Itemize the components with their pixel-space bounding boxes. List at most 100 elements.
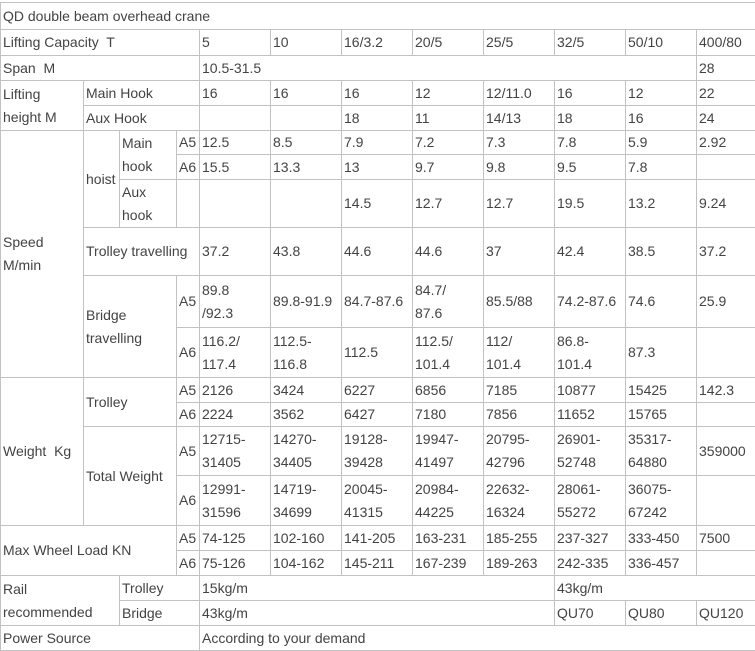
label-a6: A6 [176, 402, 200, 427]
label-hoist: hoist [83, 130, 120, 228]
table-cell: 145-211 [341, 550, 413, 576]
table-cell: 86.8- 101.4 [554, 327, 626, 378]
row-speed-bridge-a6: A6 116.2/ 117.4 112.5- 116.8 112.5 112.5… [1, 327, 755, 378]
table-cell: 22632- 16324 [483, 475, 555, 526]
table-cell: 20795- 42796 [483, 426, 555, 476]
table-cell: 12.5 [199, 130, 271, 155]
row-rail-trolley: Rail recommended Trolley 15kg/m 43kg/m [0, 575, 755, 626]
row-weight-trolley-a5: Weight Kg Trolley A5 2126 3424 6227 6856… [0, 377, 755, 526]
label-a6: A6 [176, 327, 200, 378]
label-weight: Weight Kg [0, 377, 84, 526]
table-cell: 10.5-31.5 [199, 55, 697, 81]
row-max-wheel-a5: Max Wheel Load KN A5 74-125 102-160 141-… [0, 525, 755, 576]
table-cell: 7856 [483, 402, 555, 427]
table-cell: 84.7-87.6 [341, 275, 413, 328]
table-cell: 7.8 [625, 154, 697, 180]
table-cell: 14270- 34405 [270, 426, 342, 476]
table-cell: 104-162 [270, 550, 342, 576]
label-main-hook: Main Hook [83, 80, 200, 106]
title-row: QD double beam overhead crane [0, 2, 755, 30]
table-cell: 89.8 /92.3 [199, 275, 271, 328]
table-cell: 16 [270, 80, 342, 106]
table-cell: 89.8-91.9 [270, 275, 342, 328]
table-cell: 37.2 [695, 227, 755, 276]
table-cell: 112.5/ 101.4 [412, 327, 484, 378]
table-cell: 16 [199, 80, 271, 106]
table-cell: 12 [412, 80, 484, 106]
label-bridge-travelling: Bridge travelling [83, 275, 177, 378]
table-cell: 74.6 [625, 275, 697, 328]
table-cell: 28 [695, 55, 755, 81]
table-cell: 44.6 [341, 227, 413, 276]
table-cell: 12.7 [483, 179, 555, 228]
table-cell: 7.2 [412, 130, 484, 155]
row-rail-bridge: Bridge 43kg/m QU70 QU80 QU120 [1, 600, 755, 626]
table-cell: 237-327 [554, 525, 626, 551]
table-cell: 44.6 [412, 227, 484, 276]
table-cell: 37.2 [199, 227, 271, 276]
label-a5: A5 [176, 130, 200, 155]
table-cell: 12991- 31596 [199, 475, 271, 526]
row-lifting-height-main-hook: Lifting height M Main Hook 16 16 16 12 1… [0, 80, 755, 131]
label-a5: A5 [176, 525, 200, 551]
label-power-source: Power Source [0, 625, 200, 651]
table-cell: 42.4 [554, 227, 626, 276]
table-cell: 10877 [554, 377, 626, 403]
table-cell: 142.3 [695, 377, 755, 403]
table-cell: 7.8 [554, 130, 626, 155]
table-cell: 15.5 [199, 154, 271, 180]
label-a6: A6 [176, 475, 200, 526]
table-cell: 7185 [483, 377, 555, 403]
table-cell: 15765 [625, 402, 697, 427]
table-cell: 6227 [341, 377, 413, 403]
table-cell: 43.8 [270, 227, 342, 276]
label-a6: A6 [176, 550, 200, 576]
table-cell [695, 550, 755, 576]
table-cell [695, 475, 755, 526]
table-cell: QU120 [695, 600, 755, 626]
table-cell: 6856 [412, 377, 484, 403]
table-cell-empty [176, 179, 200, 228]
table-cell: 16/3.2 [341, 29, 413, 56]
table-cell: 14.5 [341, 179, 413, 228]
table-cell: 13 [341, 154, 413, 180]
row-speed-hoist-main-a5: Speed M/min hoist Main hook A5 12.5 8.5 … [0, 130, 755, 378]
table-cell: 7.3 [483, 130, 555, 155]
label-span: Span M [0, 55, 200, 81]
table-cell: 3424 [270, 377, 342, 403]
table-cell: 9.24 [695, 179, 755, 228]
table-cell: 2.92 [695, 130, 755, 155]
table-cell: 189-263 [483, 550, 555, 576]
table-cell: 50/10 [625, 29, 697, 56]
table-cell: 102-160 [270, 525, 342, 551]
label-speed: Speed M/min [0, 130, 84, 378]
row-lifting-capacity: Lifting Capacity T 5 10 16/3.2 20/5 25/5… [0, 29, 755, 56]
label-trolley-travelling: Trolley travelling [83, 227, 200, 276]
label-a5: A5 [176, 275, 200, 328]
table-cell: 22 [695, 80, 755, 106]
table-cell: 84.7/ 87.6 [412, 275, 484, 328]
table-cell: 13.3 [270, 154, 342, 180]
table-cell: 19128- 39428 [341, 426, 413, 476]
table-cell: 6427 [341, 402, 413, 427]
table-cell: 163-231 [412, 525, 484, 551]
table-cell: 336-457 [625, 550, 697, 576]
table-cell: 15425 [625, 377, 697, 403]
table-cell: 20984- 44225 [412, 475, 484, 526]
table-cell: 116.2/ 117.4 [199, 327, 271, 378]
table-cell: 16 [554, 80, 626, 106]
row-speed-trolley-travelling: Trolley travelling 37.2 43.8 44.6 44.6 3… [1, 227, 755, 276]
table-cell: 9.7 [412, 154, 484, 180]
table-cell: 5.9 [625, 130, 697, 155]
table-cell: 13.2 [625, 179, 697, 228]
table-cell: 19.5 [554, 179, 626, 228]
label-lifting-height: Lifting height M [0, 80, 84, 131]
table-cell: 7180 [412, 402, 484, 427]
table-cell: 7.9 [341, 130, 413, 155]
table-cell: 141-205 [341, 525, 413, 551]
table-cell: 18 [341, 105, 413, 131]
table-cell: 19947- 41497 [412, 426, 484, 476]
table-cell: 26901- 52748 [554, 426, 626, 476]
row-speed-bridge-a5: Bridge travelling A5 89.8 /92.3 89.8-91.… [1, 275, 755, 378]
